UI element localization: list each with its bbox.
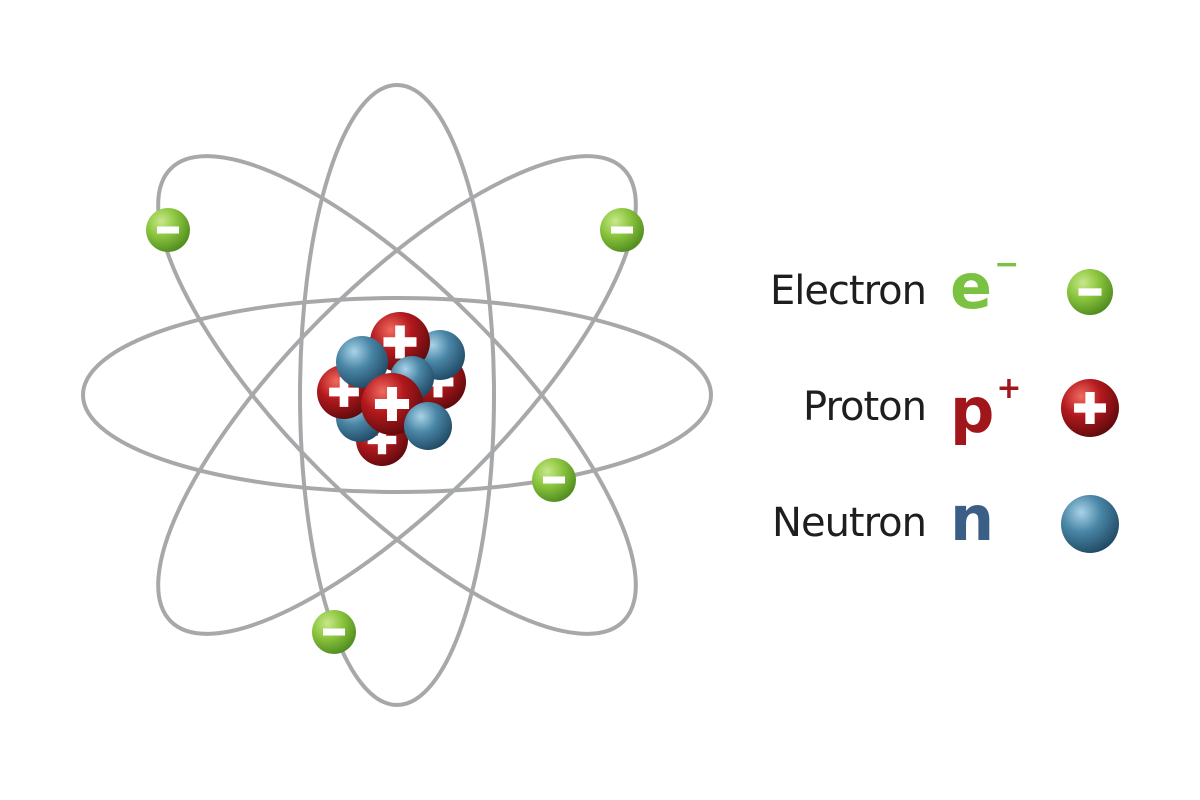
electrons [146, 208, 644, 654]
legend-swatch-proton [1061, 379, 1119, 437]
orbits [81, 83, 713, 707]
proton-swatch-ball [1061, 379, 1119, 437]
atom-diagram [81, 83, 713, 707]
neutron-7 [336, 336, 388, 388]
neutron-10 [404, 402, 452, 450]
legend-label-neutron: Neutron [772, 500, 927, 546]
legend-label-electron: Electron [769, 268, 927, 314]
electron-swatch-ball [1067, 269, 1113, 315]
nucleus [317, 312, 466, 466]
legend-charge-electron: − [994, 247, 1020, 282]
orbit-vertical [298, 83, 496, 707]
orbit-diagonal-a [156, 154, 638, 636]
neutron-swatch-ball [1061, 495, 1119, 553]
electron-2 [600, 208, 644, 252]
legend-swatch-neutron [1061, 495, 1119, 553]
legend-symbol-neutron: n [950, 482, 995, 555]
legend-symbol-electron: e− [950, 247, 1020, 323]
legend-swatch-electron [1067, 269, 1113, 315]
legend-symbol-proton: p+ [950, 371, 1022, 447]
orbit-horizontal [81, 296, 713, 494]
electron-4 [312, 610, 356, 654]
orbit-diagonal-b [156, 154, 638, 636]
legend-charge-proton: + [996, 371, 1022, 406]
electron-3 [532, 458, 576, 502]
legend-label-proton: Proton [803, 384, 927, 430]
electron-1 [146, 208, 190, 252]
